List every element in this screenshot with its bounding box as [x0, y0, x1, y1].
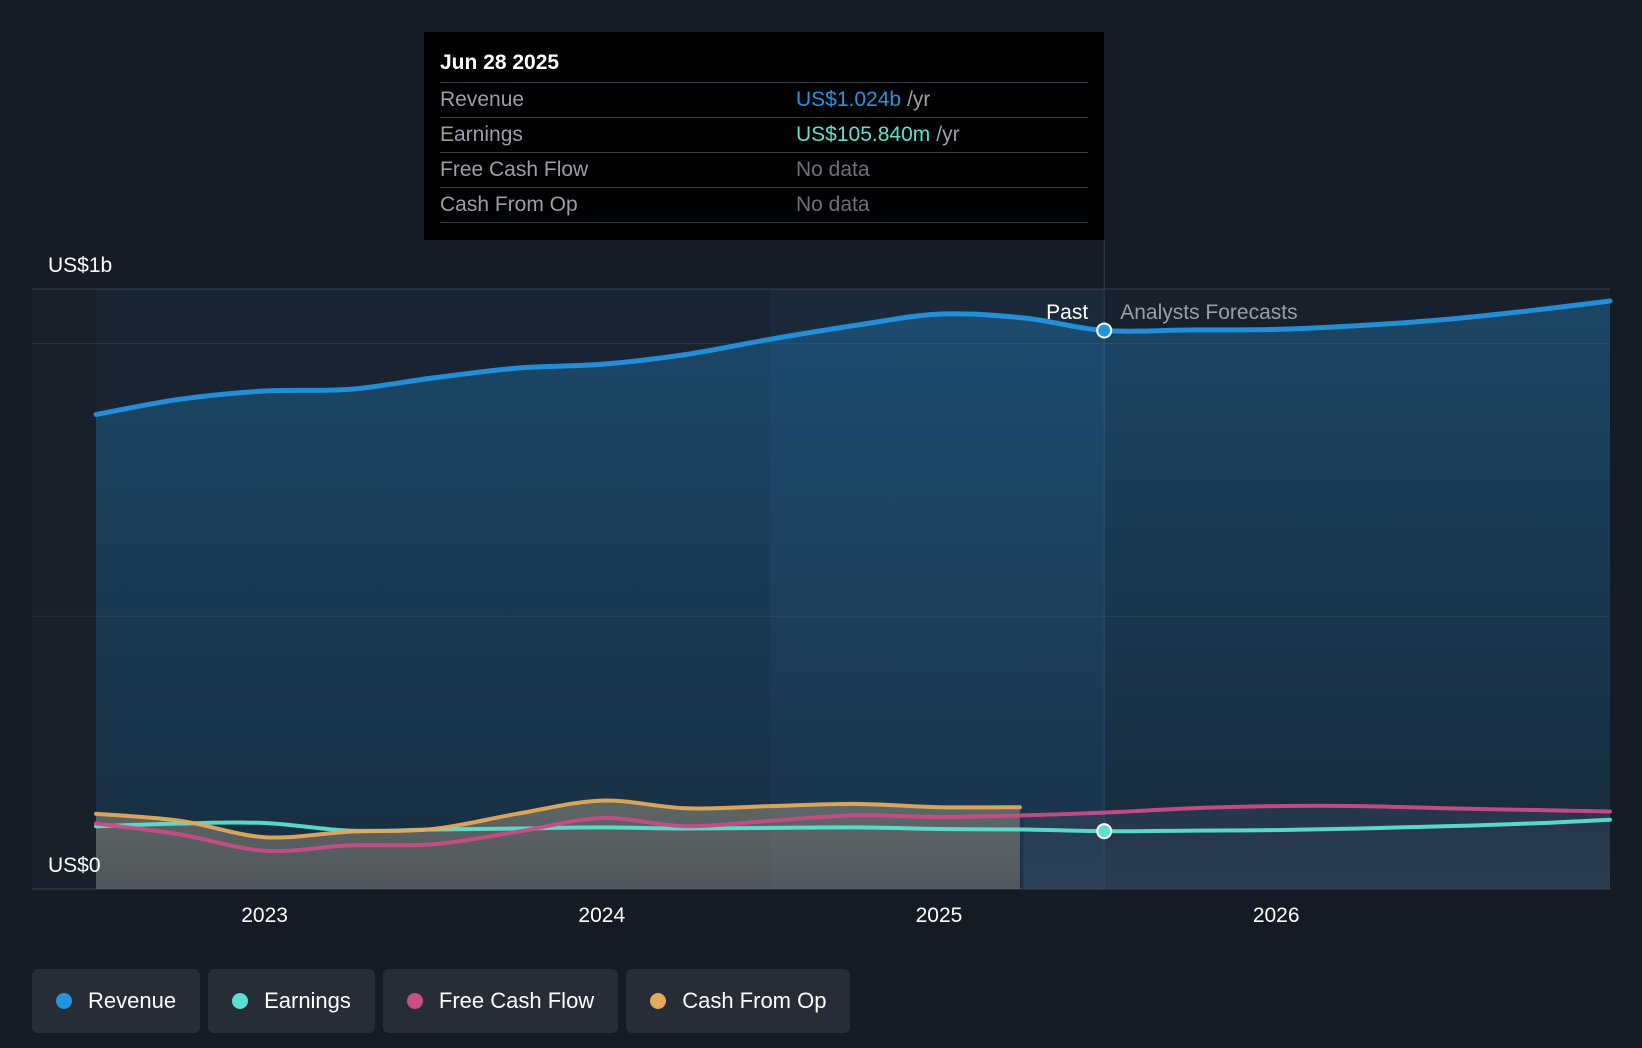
tooltip-value: No data	[796, 158, 870, 181]
legend-label: Free Cash Flow	[438, 988, 595, 1013]
legend-item-cash-from-op[interactable]: Cash From Op	[626, 969, 851, 1033]
free-cash-flow-dot-icon	[406, 993, 423, 1009]
tooltip-value: US$105.840m	[796, 123, 931, 146]
tooltip-value: No data	[796, 193, 870, 216]
tooltip-row-cash-from-op: Cash From Op No data	[440, 187, 1088, 223]
revenue-area	[96, 301, 1610, 889]
tooltip: Jun 28 2025 Revenue US$1.024b /yr Earnin…	[424, 32, 1104, 240]
cash-from-op-line	[94, 798, 1022, 840]
tooltip-label: Free Cash Flow	[440, 158, 589, 181]
tooltip-unit: /yr	[936, 123, 960, 146]
earnings-marker	[1096, 823, 1113, 840]
x-tick-label: 2026	[1253, 904, 1300, 927]
cash-from-op-dot-icon	[650, 993, 667, 1009]
tooltip-date: Jun 28 2025	[440, 51, 560, 74]
legend-label: Revenue	[88, 988, 177, 1013]
tooltip-row-revenue: Revenue US$1.024b /yr	[440, 82, 1088, 117]
tooltip-unit: /yr	[907, 88, 931, 111]
tooltip-row-free-cash-flow: Free Cash Flow No data	[440, 152, 1088, 187]
forecast-area	[1023, 805, 1610, 889]
forecast-label: Analysts Forecasts	[1120, 301, 1297, 324]
revenue-dot-icon	[56, 993, 72, 1009]
legend-item-free-cash-flow[interactable]: Free Cash Flow	[382, 969, 619, 1033]
tooltip-label: Revenue	[440, 88, 525, 111]
legend-item-earnings[interactable]: Earnings	[208, 969, 375, 1033]
tooltip-row-earnings: Earnings US$105.840m /yr	[440, 117, 1088, 152]
legend: Revenue Earnings Free Cash Flow Cash Fro…	[32, 969, 851, 1033]
free-cash-flow-line	[94, 803, 1612, 854]
tooltip-label: Cash From Op	[440, 193, 578, 216]
x-tick-label: 2023	[241, 904, 288, 927]
revenue-marker	[1096, 322, 1113, 339]
legend-item-revenue[interactable]: Revenue	[32, 969, 201, 1033]
cash-from-op-area	[96, 800, 1020, 889]
tooltip-label: Earnings	[440, 123, 523, 146]
x-tick-label: 2024	[578, 904, 625, 927]
y-tick-label: US$0	[48, 854, 101, 877]
x-tick-label: 2025	[916, 904, 963, 927]
earnings-dot-icon	[232, 993, 249, 1009]
legend-label: Cash From Op	[682, 988, 827, 1013]
revenue-line	[93, 298, 1613, 417]
past-label: Past	[1046, 301, 1088, 324]
legend-label: Earnings	[264, 988, 351, 1013]
y-tick-label: US$1b	[48, 254, 112, 277]
tooltip-value: US$1.024b	[796, 88, 902, 111]
